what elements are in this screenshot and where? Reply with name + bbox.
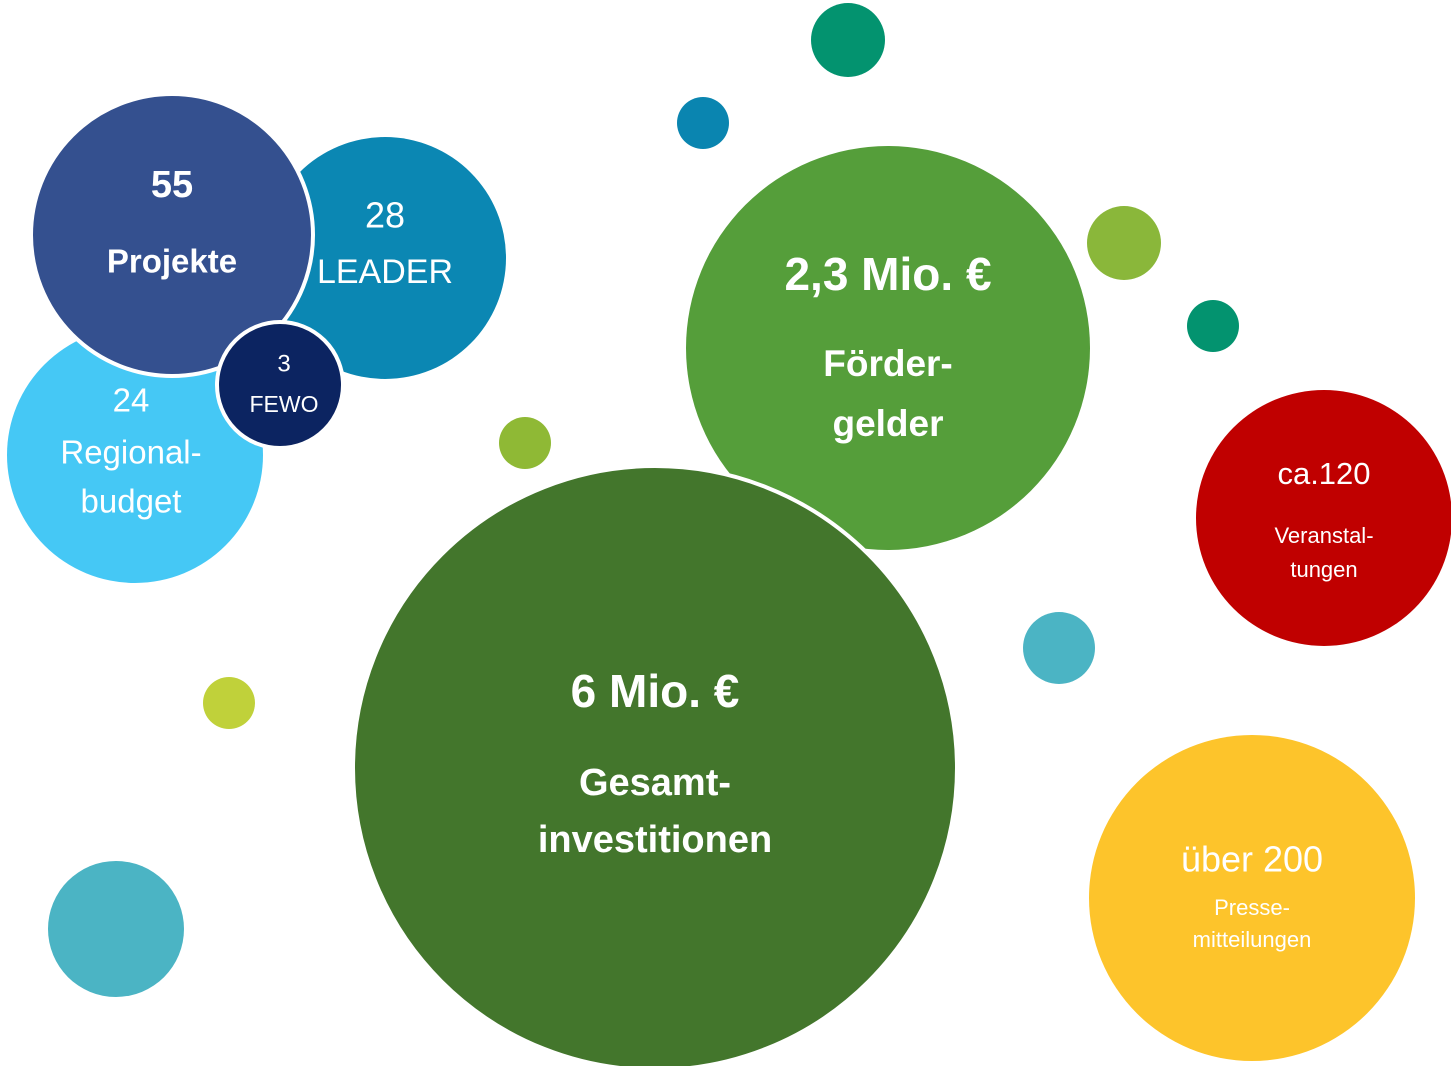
bubble-label: Gesamt- bbox=[579, 762, 731, 804]
dot bbox=[811, 3, 885, 77]
bubble-label: investitionen bbox=[538, 819, 772, 861]
dot bbox=[203, 677, 255, 729]
bubble bbox=[1089, 735, 1415, 1061]
bubble-number: ca.120 bbox=[1277, 456, 1370, 491]
bubble-number: über 200 bbox=[1181, 839, 1323, 880]
bubble bbox=[7, 327, 263, 583]
bubble bbox=[215, 320, 345, 450]
bubble-number: 2,3 Mio. € bbox=[784, 248, 991, 300]
bubble-label: mitteilungen bbox=[1193, 927, 1312, 952]
bubble-label: Förder- bbox=[823, 343, 953, 384]
bubble-label: LEADER bbox=[317, 253, 453, 291]
bubble bbox=[29, 92, 315, 378]
dot bbox=[1187, 300, 1239, 352]
bubble-number: 55 bbox=[151, 164, 193, 206]
dot bbox=[1087, 206, 1161, 280]
bubble bbox=[1196, 390, 1451, 646]
bubble-label: Presse- bbox=[1214, 895, 1290, 920]
bubble-label: FEWO bbox=[250, 391, 319, 417]
dot bbox=[677, 97, 729, 149]
dot bbox=[499, 417, 551, 469]
dot bbox=[48, 861, 184, 997]
bubble-label: Veranstal- bbox=[1274, 523, 1373, 548]
bubble-label: Regional- bbox=[60, 434, 201, 471]
bubble bbox=[264, 137, 506, 379]
bubble-number: 24 bbox=[113, 382, 150, 419]
bubble-number: 3 bbox=[277, 350, 290, 377]
bubble-number: 28 bbox=[365, 195, 405, 236]
bubble bbox=[351, 464, 959, 1066]
dot bbox=[1023, 612, 1095, 684]
bubble bbox=[686, 146, 1090, 550]
bubble-label: tungen bbox=[1290, 557, 1357, 582]
bubble-label: budget bbox=[81, 483, 182, 520]
bubble-number: 6 Mio. € bbox=[571, 665, 740, 717]
bubble-label: gelder bbox=[832, 403, 943, 444]
bubble-label: Projekte bbox=[107, 243, 237, 280]
